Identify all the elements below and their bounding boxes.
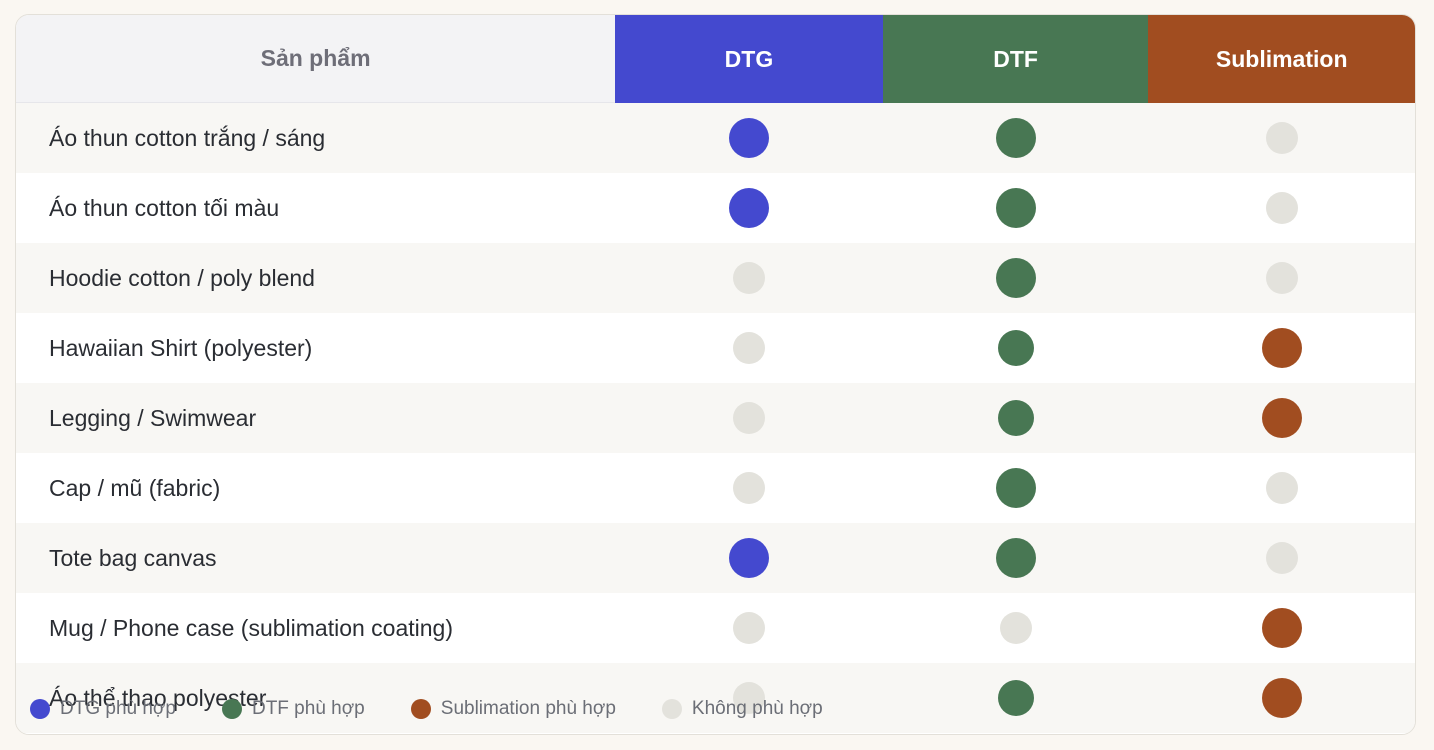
dtg-cell xyxy=(615,173,883,243)
dtf-cell xyxy=(883,173,1149,243)
dtg-cell xyxy=(615,243,883,313)
header-sublimation: Sublimation xyxy=(1148,15,1415,103)
table-row: Legging / Swimwear xyxy=(16,383,1415,453)
legend-dot-icon xyxy=(30,699,50,719)
legend: DTG phù hợp DTF phù hợp Sublimation phù hợ… xyxy=(30,697,869,721)
dtf-compatible-dot xyxy=(995,118,1036,158)
dtf-compatible-dot xyxy=(997,330,1034,366)
not-compatible-dot xyxy=(732,402,765,434)
legend-item: DTF phù hợp xyxy=(221,698,365,720)
sublimation-cell xyxy=(1148,103,1415,173)
legend-label: DTF phù hợp xyxy=(251,698,365,719)
not-compatible-dot xyxy=(732,332,765,364)
legend-label: DTG phù hợp xyxy=(60,698,176,719)
sublimation-compatible-dot xyxy=(1261,678,1302,718)
not-compatible-dot xyxy=(1265,122,1298,154)
dtf-cell xyxy=(883,663,1149,733)
dtf-compatible-dot xyxy=(997,680,1034,716)
product-name: Legging / Swimwear xyxy=(49,404,257,431)
dtf-compatible-dot xyxy=(995,538,1036,578)
table-row: Hawaiian Shirt (polyester) xyxy=(16,313,1415,383)
sublimation-cell xyxy=(1148,593,1415,663)
not-compatible-dot xyxy=(732,612,765,644)
dtg-compatible-dot xyxy=(728,118,769,158)
sublimation-compatible-dot xyxy=(1261,608,1302,648)
dtf-cell xyxy=(883,523,1149,593)
dtg-cell xyxy=(615,313,883,383)
sublimation-cell xyxy=(1148,173,1415,243)
dtf-compatible-dot xyxy=(995,188,1036,228)
table-body: Áo thun cotton trắng / sáng Áo thun cotto… xyxy=(16,103,1415,733)
legend-label: Sublimation phù hợp xyxy=(440,698,616,719)
legend-item: DTG phù hợp xyxy=(30,698,176,720)
sublimation-cell xyxy=(1148,453,1415,523)
not-compatible-dot xyxy=(732,682,765,714)
not-compatible-dot xyxy=(732,262,765,294)
product-name: Áo thun cotton trắng / sáng xyxy=(49,124,326,151)
header-dtg: DTG xyxy=(615,15,883,103)
dtg-cell xyxy=(615,523,883,593)
dtf-compatible-dot xyxy=(995,468,1036,508)
dtf-cell xyxy=(883,593,1149,663)
sublimation-cell xyxy=(1148,313,1415,383)
dtf-cell xyxy=(883,103,1149,173)
not-compatible-dot xyxy=(1265,192,1298,224)
sublimation-cell xyxy=(1148,383,1415,453)
legend-item: Không phù hợp xyxy=(661,698,823,720)
sublimation-cell xyxy=(1148,523,1415,593)
product-name: Mug / Phone case (sublimation coating) xyxy=(49,614,453,641)
table-row: Hoodie cotton / poly blend xyxy=(16,243,1415,313)
sublimation-compatible-dot xyxy=(1261,398,1302,438)
not-compatible-dot xyxy=(1265,262,1298,294)
table-row: Áo thun cotton tối màu xyxy=(16,173,1415,243)
table-row: Tote bag canvas xyxy=(16,523,1415,593)
legend-item: Sublimation phù hợp xyxy=(410,698,616,720)
compatibility-table: Sản phẩm DTG DTF Sublimation Áo thun cot… xyxy=(15,14,1416,735)
not-compatible-dot xyxy=(999,612,1032,644)
dtf-cell xyxy=(883,453,1149,523)
dtf-cell xyxy=(883,243,1149,313)
header-product: Sản phẩm xyxy=(16,15,616,103)
not-compatible-dot xyxy=(1265,542,1298,574)
product-name: Hoodie cotton / poly blend xyxy=(49,264,315,291)
not-compatible-dot xyxy=(1265,472,1298,504)
legend-dot-icon xyxy=(221,699,242,719)
dtf-compatible-dot xyxy=(995,258,1036,298)
dtf-cell xyxy=(883,383,1149,453)
dtg-compatible-dot xyxy=(728,538,769,578)
table-row: Cap / mũ (fabric) xyxy=(16,453,1415,523)
product-name: Áo thun cotton tối màu xyxy=(49,194,280,221)
table-header: Sản phẩm DTG DTF Sublimation xyxy=(16,15,1415,103)
legend-dot-icon xyxy=(410,699,431,719)
not-compatible-dot xyxy=(732,472,765,504)
product-name: Tote bag canvas xyxy=(49,544,217,571)
legend-label: Không phù hợp xyxy=(691,698,823,719)
product-name: Cap / mũ (fabric) xyxy=(49,474,221,501)
table-row: Áo thể thao polyester xyxy=(16,663,1415,733)
dtg-cell xyxy=(615,593,883,663)
sublimation-cell xyxy=(1148,663,1415,733)
table-row: Áo thun cotton trắng / sáng xyxy=(16,103,1415,173)
product-name: Hawaiian Shirt (polyester) xyxy=(49,334,313,361)
table-row: Mug / Phone case (sublimation coating) xyxy=(16,593,1415,663)
dtg-cell xyxy=(615,453,883,523)
dtg-compatible-dot xyxy=(728,188,769,228)
dtf-compatible-dot xyxy=(997,400,1034,436)
header-dtf: DTF xyxy=(882,15,1149,103)
sublimation-compatible-dot xyxy=(1261,328,1302,368)
legend-dot-icon xyxy=(661,699,682,719)
dtg-cell xyxy=(615,383,883,453)
sublimation-cell xyxy=(1148,243,1415,313)
dtg-cell xyxy=(615,663,883,733)
dtg-cell xyxy=(615,103,883,173)
dtf-cell xyxy=(883,313,1149,383)
